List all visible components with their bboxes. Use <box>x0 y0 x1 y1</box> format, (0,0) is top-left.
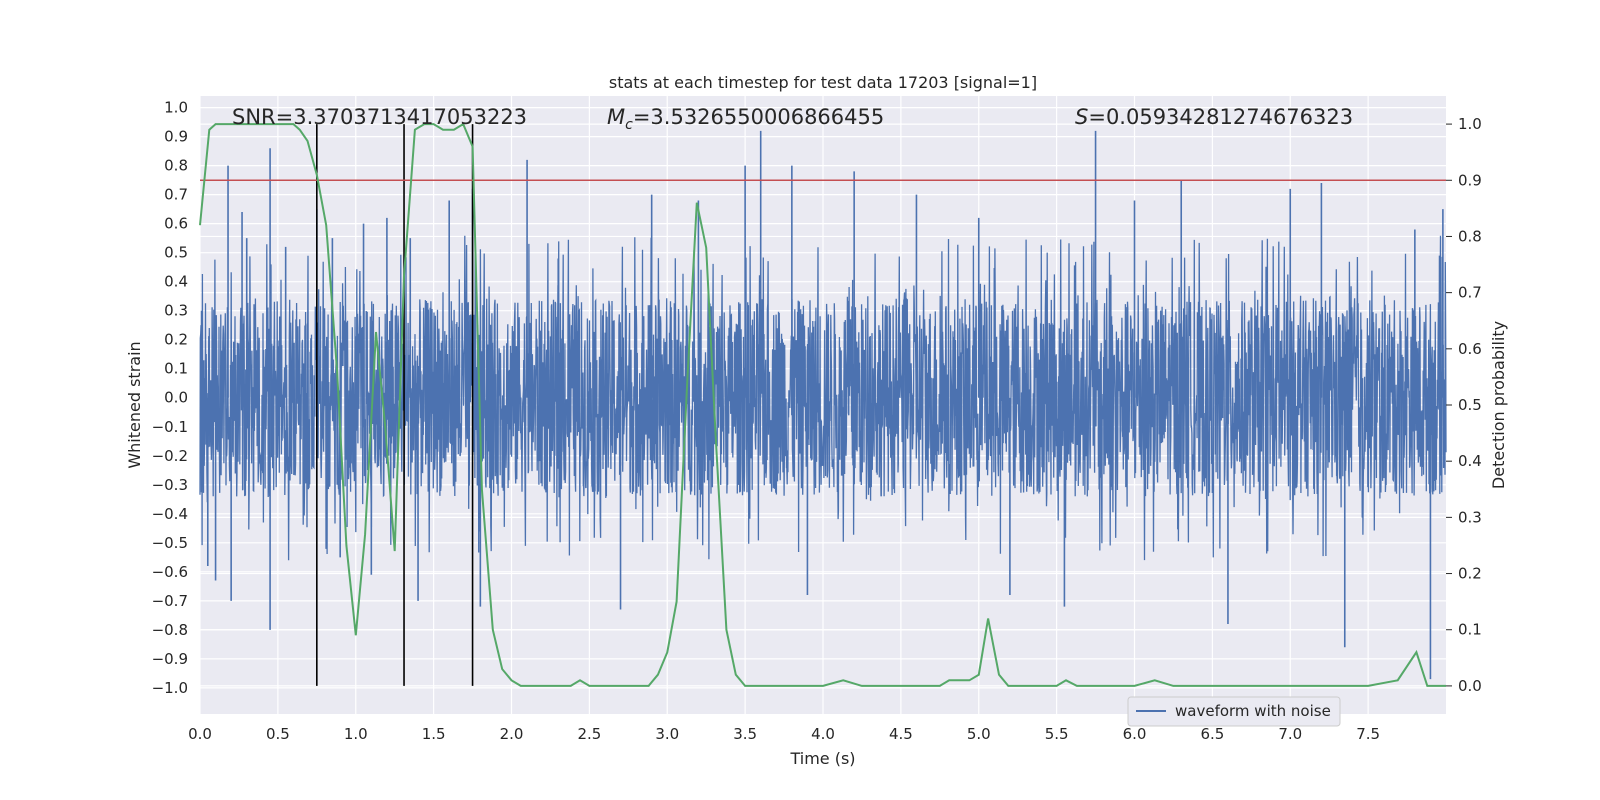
y-tick-label: 0.0 <box>164 389 188 407</box>
y-tick-label: −0.6 <box>152 563 188 581</box>
chirp-mass-annotation: Mc=3.5326550006866455 <box>607 105 884 133</box>
probability-line <box>199 122 1446 687</box>
y-axis-label: Whitened strain <box>125 341 144 468</box>
y-tick-label: 1.0 <box>164 99 188 117</box>
y2-tick-label: 0.3 <box>1458 508 1482 526</box>
y-tick-label: 0.3 <box>164 302 188 320</box>
y2-tick-label: 0.4 <box>1458 452 1482 470</box>
y2-tick-label: 0.9 <box>1458 171 1482 189</box>
s-value: =0.05934281274676323 <box>1088 105 1353 129</box>
vertical-markers <box>316 124 474 686</box>
chirp-mass-subscript: c <box>625 117 633 133</box>
s-symbol: S <box>1075 105 1088 129</box>
y2-tick-label: 0.8 <box>1458 227 1482 245</box>
y-tick-label: −0.8 <box>152 621 188 639</box>
y-tick-label: −0.7 <box>152 592 188 610</box>
x-tick-label: 0.5 <box>266 725 290 743</box>
y2-tick-label: 1.0 <box>1458 115 1482 133</box>
waveform-line <box>199 235 1447 561</box>
x-tick-label: 5.0 <box>967 725 991 743</box>
y-tick-label: −0.2 <box>152 447 188 465</box>
chirp-mass-symbol: M <box>607 105 625 129</box>
y2-tick-label: 0.5 <box>1458 396 1482 414</box>
chart-title: stats at each timestep for test data 172… <box>609 73 1037 92</box>
x-tick-label: 4.5 <box>889 725 913 743</box>
y-tick-label: 0.6 <box>164 215 188 233</box>
x-tick-label: 6.0 <box>1123 725 1147 743</box>
legend: waveform with noise <box>1127 696 1341 727</box>
y2-tick-label: 0.1 <box>1458 621 1482 639</box>
y-tick-label: −0.1 <box>152 418 188 436</box>
y-tick-label: 0.5 <box>164 244 188 262</box>
y-tick-label: −1.0 <box>152 679 188 697</box>
x-tick-label: 4.0 <box>811 725 835 743</box>
legend-entry-waveform: waveform with noise <box>1175 702 1331 720</box>
y-tick-label: −0.9 <box>152 650 188 668</box>
y-tick-label: 0.9 <box>164 128 188 146</box>
x-tick-label: 7.0 <box>1278 725 1302 743</box>
probability-series <box>199 122 1446 687</box>
legend-box <box>1127 696 1341 727</box>
y2-tick-label: 0.7 <box>1458 284 1482 302</box>
y2-axis-label: Detection probability <box>1489 321 1508 489</box>
x-tick-label: 0.0 <box>188 725 212 743</box>
s-annotation: S=0.05934281274676323 <box>1075 105 1353 129</box>
x-tick-label: 3.5 <box>733 725 757 743</box>
y-tick-label: 0.4 <box>164 273 188 291</box>
snr-annotation: SNR=3.3703713417053223 <box>232 105 527 129</box>
y2-tick-label: 0.6 <box>1458 340 1482 358</box>
x-tick-label: 7.5 <box>1356 725 1380 743</box>
x-tick-label: 5.5 <box>1045 725 1069 743</box>
waveform-series <box>199 130 1447 680</box>
x-tick-label: 3.0 <box>655 725 679 743</box>
x-tick-label: 2.0 <box>500 725 524 743</box>
y-tick-label: 0.7 <box>164 186 188 204</box>
y2-tick-label: 0.0 <box>1458 677 1482 695</box>
x-axis-label: Time (s) <box>789 749 855 768</box>
x-tick-label: 1.5 <box>422 725 446 743</box>
y-tick-label: −0.3 <box>152 476 188 494</box>
tick-labels: 0.0 0.5 1.0 1.5 2.0 2.5 3.0 3.5 4.0 4.5 5.0 5.5 6.0 6… <box>152 99 1482 743</box>
chirp-mass-value: =3.5326550006866455 <box>633 105 884 129</box>
x-tick-label: 6.5 <box>1200 725 1224 743</box>
y-tick-label: 0.2 <box>164 331 188 349</box>
x-tick-label: 2.5 <box>577 725 601 743</box>
y-tick-label: 0.8 <box>164 157 188 175</box>
y-tick-label: −0.5 <box>152 534 188 552</box>
y-tick-label: −0.4 <box>152 505 188 523</box>
y-tick-label: 0.1 <box>164 360 188 378</box>
x-tick-label: 1.0 <box>344 725 368 743</box>
y2-tick-label: 0.2 <box>1458 565 1482 583</box>
